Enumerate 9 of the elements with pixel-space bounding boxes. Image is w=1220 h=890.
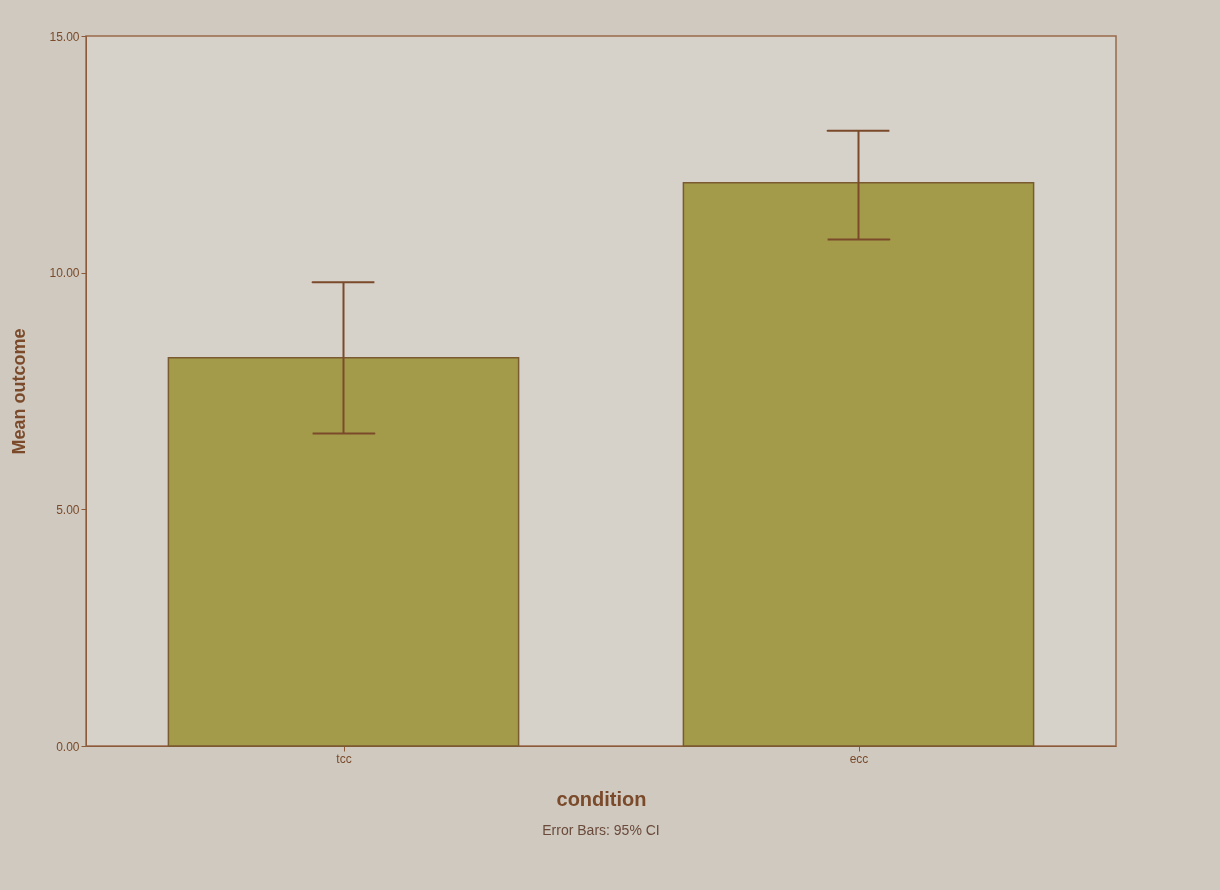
- y-tick-label: 15.00: [49, 29, 80, 44]
- y-tick-label: 0.00: [56, 739, 80, 754]
- y-axis-title: Mean outcome: [9, 328, 30, 455]
- x-tick-label: ecc: [849, 751, 869, 766]
- x-tick-label: tcc: [336, 751, 352, 766]
- text: Error Bars: 95% CI: [542, 822, 660, 838]
- y-tick-label: 5.00: [56, 502, 80, 517]
- x-axis-title: condition: [556, 787, 647, 810]
- y-tick-label: 10.00: [49, 266, 80, 281]
